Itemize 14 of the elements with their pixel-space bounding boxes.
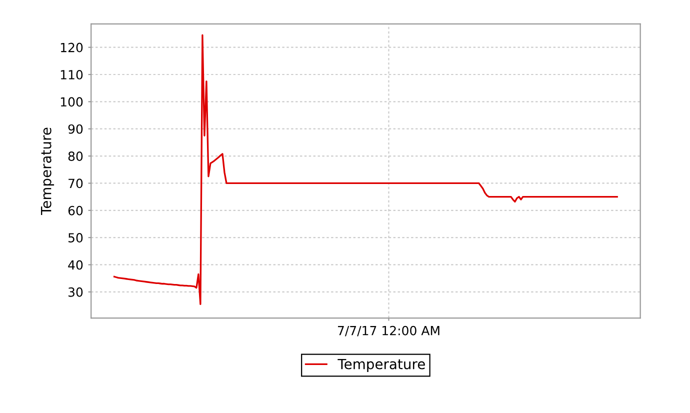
legend-label: Temperature <box>338 358 425 372</box>
x-tick-label: 7/7/17 12:00 AM <box>338 326 440 336</box>
y-tick-label: 120 <box>60 42 83 52</box>
y-tick-label: 110 <box>60 70 83 80</box>
y-tick-label: 40 <box>68 260 83 270</box>
y-tick-label: 30 <box>68 287 83 297</box>
y-tick-label: 80 <box>68 152 83 161</box>
y-axis-title: Temperature <box>41 128 54 216</box>
y-tick-label: 90 <box>68 124 83 134</box>
y-tick-label: 60 <box>68 206 83 216</box>
y-tick-label: 100 <box>60 97 83 107</box>
y-tick-label: 50 <box>68 233 83 242</box>
line-series <box>113 34 618 305</box>
y-tick-label: 70 <box>68 178 83 188</box>
